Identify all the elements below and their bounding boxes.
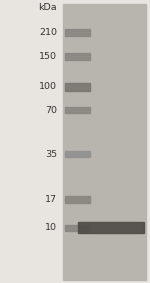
Bar	[64, 29, 90, 36]
Text: 100: 100	[39, 82, 57, 91]
Bar	[64, 151, 90, 157]
Text: 70: 70	[45, 106, 57, 115]
Text: 35: 35	[45, 150, 57, 159]
Text: 150: 150	[39, 52, 57, 61]
Bar	[64, 83, 90, 91]
Bar	[64, 53, 90, 60]
Text: 17: 17	[45, 195, 57, 204]
Bar	[78, 222, 144, 233]
Text: kDa: kDa	[38, 3, 57, 12]
Text: 10: 10	[45, 223, 57, 232]
Bar	[64, 107, 90, 113]
Bar	[63, 4, 146, 280]
Bar	[64, 196, 90, 203]
Bar	[64, 225, 90, 231]
Text: 210: 210	[39, 28, 57, 37]
